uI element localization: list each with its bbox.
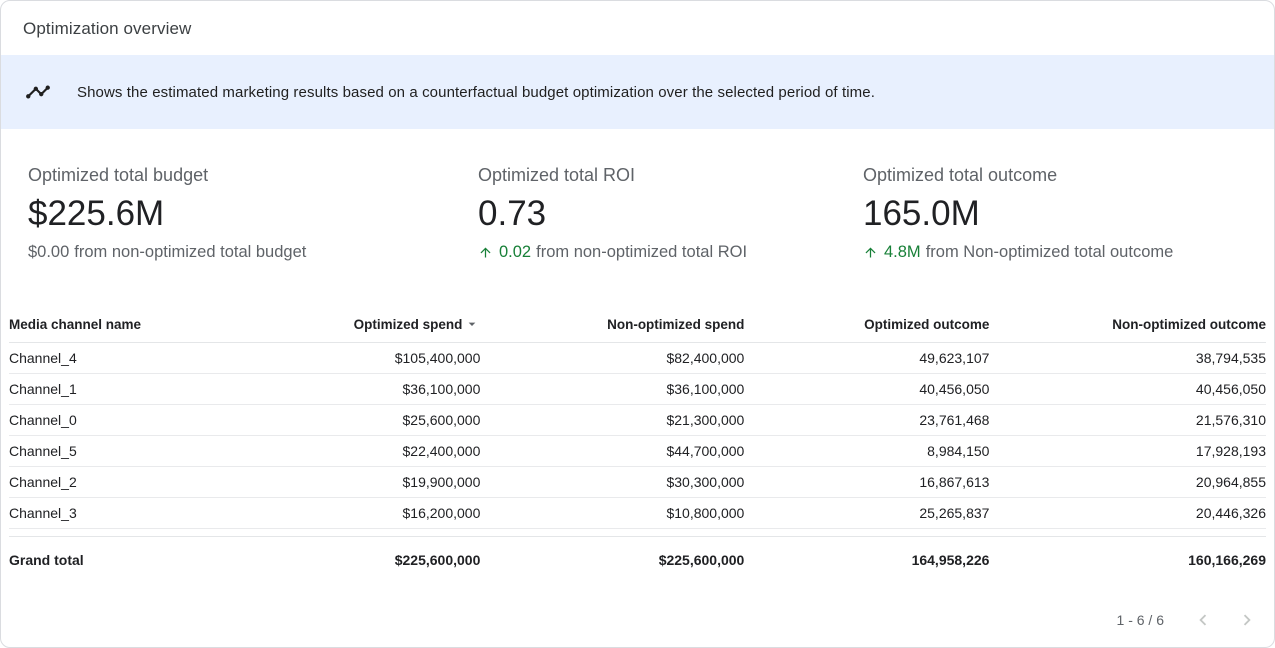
value-cell: 40,456,050	[989, 373, 1266, 406]
grand-total-value: $225,600,000	[222, 536, 481, 582]
pagination-label: 1 - 6 / 6	[1116, 612, 1164, 628]
grand-total-row: Grand total $225,600,000 $225,600,000 16…	[9, 536, 1266, 582]
channel-name-cell: Channel_4	[9, 342, 223, 375]
value-cell: $36,100,000	[480, 373, 745, 406]
next-page-button[interactable]	[1234, 607, 1260, 633]
grand-total-value: $225,600,000	[480, 536, 745, 582]
kpi-delta-text: from non-optimized total ROI	[536, 243, 748, 262]
value-cell: 8,984,150	[744, 435, 990, 468]
value-cell: $105,400,000	[222, 342, 481, 375]
table-body: Channel_4 $105,400,000 $82,400,000 49,623,1…	[9, 342, 1266, 530]
value-cell: 20,446,326	[989, 497, 1266, 530]
value-cell: $44,700,000	[480, 435, 745, 468]
value-cell: 17,928,193	[989, 435, 1266, 468]
kpi-optimized-total-outcome: Optimized total outcome 165.0M 4.8M from…	[863, 165, 1274, 262]
channel-name-cell: Channel_3	[9, 497, 223, 530]
column-header-label: Non-optimized outcome	[1112, 316, 1266, 332]
kpi-delta-text: from non-optimized total budget	[74, 243, 307, 262]
kpi-delta: $0.00 from non-optimized total budget	[28, 243, 478, 262]
value-cell: 49,623,107	[744, 342, 990, 375]
kpi-delta: 0.02 from non-optimized total ROI	[478, 243, 863, 262]
arrow-up-icon	[478, 245, 493, 260]
chevron-right-icon	[1236, 609, 1258, 631]
kpi-value: 0.73	[478, 194, 547, 233]
kpi-label: Optimized total budget	[28, 165, 209, 185]
table-row: Channel_2 $19,900,000 $30,300,000 16,867,61…	[9, 466, 1266, 499]
value-cell: $25,600,000	[222, 404, 481, 437]
value-cell: 38,794,535	[989, 342, 1266, 375]
table-row: Channel_0 $25,600,000 $21,300,000 23,761,46…	[9, 404, 1266, 437]
panel-title: Optimization overview	[23, 19, 192, 38]
table-header-row: Media channel name Optimized spend Non-o…	[9, 308, 1266, 344]
chevron-left-icon	[1192, 609, 1214, 631]
value-cell: $16,200,000	[222, 497, 481, 530]
column-header-optimized-spend[interactable]: Optimized spend	[222, 308, 481, 344]
value-cell: 25,265,837	[744, 497, 990, 530]
value-cell: 20,964,855	[989, 466, 1266, 499]
column-header-label: Non-optimized spend	[607, 316, 745, 332]
kpi-delta-text: from Non-optimized total outcome	[925, 243, 1174, 262]
kpi-value: $225.6M	[28, 194, 165, 233]
value-cell: 21,576,310	[989, 404, 1266, 437]
timeline-chart-icon	[25, 79, 51, 105]
kpi-delta-value: 0.02	[499, 243, 532, 262]
value-cell: $10,800,000	[480, 497, 745, 530]
banner-text: Shows the estimated marketing results ba…	[77, 83, 875, 101]
sort-desc-arrow-icon	[464, 316, 480, 332]
column-header-non-optimized-spend[interactable]: Non-optimized spend	[480, 308, 745, 344]
kpi-label: Optimized total outcome	[863, 165, 1058, 185]
column-header-non-optimized-outcome[interactable]: Non-optimized outcome	[989, 308, 1266, 344]
kpi-row: Optimized total budget $225.6M $0.00 fro…	[1, 129, 1274, 308]
channel-name-cell: Channel_5	[9, 435, 223, 468]
table-row: Channel_4 $105,400,000 $82,400,000 49,623,1…	[9, 342, 1266, 375]
grand-total-label: Grand total	[9, 536, 223, 582]
value-cell: $21,300,000	[480, 404, 745, 437]
value-cell: $82,400,000	[480, 342, 745, 375]
kpi-optimized-total-roi: Optimized total ROI 0.73 0.02 from non-o…	[478, 165, 863, 262]
kpi-optimized-total-budget: Optimized total budget $225.6M $0.00 fro…	[28, 165, 478, 262]
arrow-up-icon	[863, 245, 878, 260]
table-row: Channel_3 $16,200,000 $10,800,000 25,265,83…	[9, 497, 1266, 530]
value-cell: $36,100,000	[222, 373, 481, 406]
value-cell: 40,456,050	[744, 373, 990, 406]
value-cell: $19,900,000	[222, 466, 481, 499]
column-header-optimized-outcome[interactable]: Optimized outcome	[744, 308, 990, 344]
grand-total-value: 160,166,269	[989, 536, 1266, 582]
kpi-value: 165.0M	[863, 194, 980, 233]
column-header-label: Optimized spend	[353, 316, 463, 332]
kpi-delta-value: $0.00	[28, 243, 70, 262]
channel-name-cell: Channel_0	[9, 404, 223, 437]
column-header-label: Media channel name	[9, 316, 142, 332]
table-row: Channel_5 $22,400,000 $44,700,000 8,984,150…	[9, 435, 1266, 468]
kpi-delta-value: 4.8M	[884, 243, 921, 262]
table-row: Channel_1 $36,100,000 $36,100,000 40,456,05…	[9, 373, 1266, 406]
value-cell: $22,400,000	[222, 435, 481, 468]
column-header-media-channel-name[interactable]: Media channel name	[9, 308, 223, 344]
channel-name-cell: Channel_2	[9, 466, 223, 499]
value-cell: 16,867,613	[744, 466, 990, 499]
card-header: Optimization overview	[1, 1, 1274, 55]
kpi-delta: 4.8M from Non-optimized total outcome	[863, 243, 1274, 262]
column-header-label: Optimized outcome	[864, 316, 990, 332]
channel-name-cell: Channel_1	[9, 373, 223, 406]
value-cell: $30,300,000	[480, 466, 745, 499]
value-cell: 23,761,468	[744, 404, 990, 437]
grand-total-value: 164,958,226	[744, 536, 990, 582]
previous-page-button[interactable]	[1190, 607, 1216, 633]
info-banner: Shows the estimated marketing results ba…	[1, 55, 1274, 129]
table-spacer-row	[9, 529, 1266, 537]
kpi-label: Optimized total ROI	[478, 165, 636, 185]
pagination: 1 - 6 / 6	[1, 603, 1274, 647]
channel-table: Media channel name Optimized spend Non-o…	[1, 308, 1274, 603]
